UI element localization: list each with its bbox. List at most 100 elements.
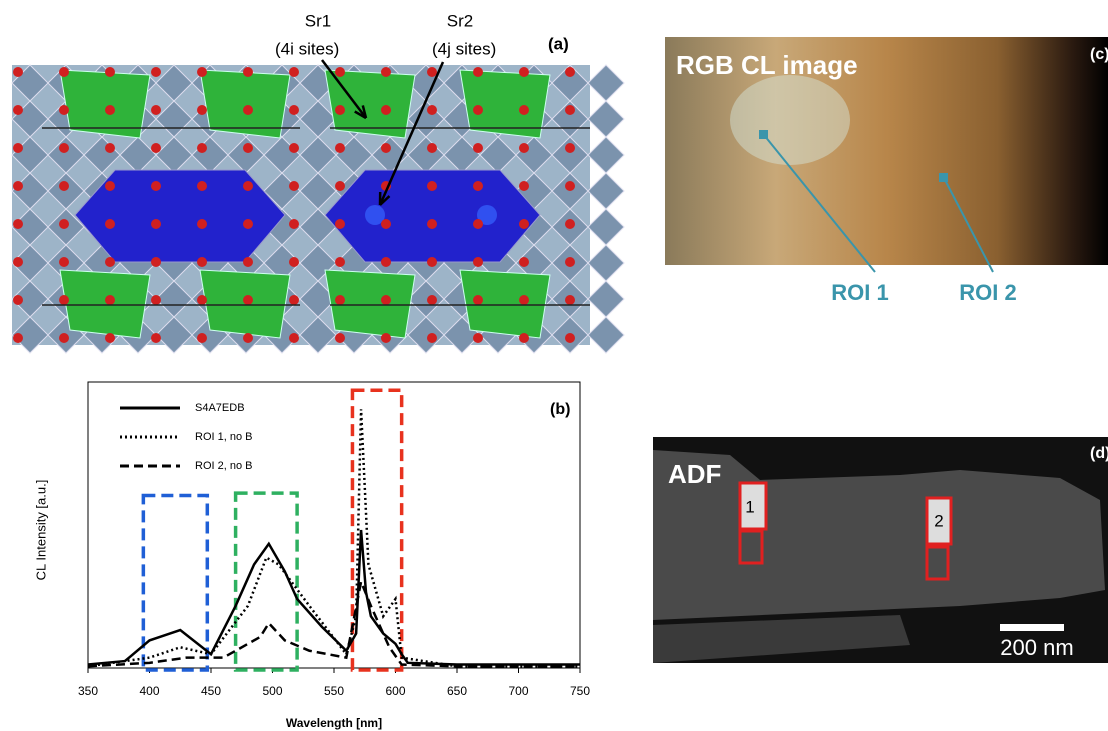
oxygen: [105, 257, 115, 267]
sr2-sites: (4j sites): [432, 39, 496, 58]
tetrahedron: [459, 269, 551, 339]
oxygen: [151, 105, 161, 115]
x-tick-label: 650: [447, 684, 467, 698]
x-tick-label: 400: [139, 684, 159, 698]
oxygen: [565, 295, 575, 305]
tetrahedron: [59, 269, 151, 339]
sr1-sites: (4i sites): [275, 39, 339, 58]
oxygen: [519, 257, 529, 267]
oxygen: [197, 67, 207, 77]
octahedron: [587, 64, 625, 102]
roi-box: [925, 545, 950, 581]
x-tick-label: 350: [78, 684, 98, 698]
oxygen: [59, 67, 69, 77]
oxygen: [59, 181, 69, 191]
oxygen: [335, 181, 345, 191]
series-line: [87, 409, 580, 668]
oxygen: [197, 143, 207, 153]
oxygen: [427, 333, 437, 343]
roi-marker: [759, 130, 768, 139]
oxygen: [473, 219, 483, 229]
oxygen: [105, 219, 115, 229]
oxygen: [289, 257, 299, 267]
octahedron: [587, 244, 625, 282]
oxygen: [427, 143, 437, 153]
oxygen: [289, 181, 299, 191]
oxygen: [427, 219, 437, 229]
octahedron: [587, 280, 625, 318]
cl-image: [665, 37, 1108, 265]
sr-atom: [365, 205, 385, 225]
oxygen: [13, 67, 23, 77]
oxygen: [473, 295, 483, 305]
oxygen: [13, 333, 23, 343]
sr2-name: Sr2: [447, 11, 473, 30]
oxygen: [427, 105, 437, 115]
oxygen: [13, 257, 23, 267]
oxygen: [381, 67, 391, 77]
oxygen: [381, 105, 391, 115]
oxygen: [197, 219, 207, 229]
oxygen: [243, 295, 253, 305]
oxygen: [151, 143, 161, 153]
oxygen: [519, 333, 529, 343]
arrow: [378, 61, 445, 206]
octahedron: [155, 316, 193, 354]
oxygen: [59, 105, 69, 115]
oxygen: [197, 295, 207, 305]
oxygen: [289, 143, 299, 153]
plot-frame: [87, 381, 581, 669]
panel-label: (c): [1090, 46, 1108, 63]
oxygen: [473, 143, 483, 153]
x-tick-label: 700: [508, 684, 528, 698]
oxygen: [105, 333, 115, 343]
y-axis-title: CL Intensity [a.u.]: [33, 480, 48, 581]
oxygen: [59, 257, 69, 267]
oxygen: [519, 105, 529, 115]
roi-box: [738, 529, 764, 565]
roi-pointer: [943, 177, 994, 273]
panel-title: ADF: [668, 459, 721, 489]
oxygen: [565, 105, 575, 115]
roi-marker: [939, 173, 948, 182]
oxygen: [565, 257, 575, 267]
octahedron: [587, 172, 625, 210]
panel-label: (b): [550, 401, 570, 418]
panel-title: RGB CL image: [676, 50, 858, 80]
oxygen: [381, 295, 391, 305]
oxygen: [13, 143, 23, 153]
oxygen: [59, 333, 69, 343]
oxygen: [565, 181, 575, 191]
octahedron: [587, 316, 625, 354]
panel-d: ADF (d) 1 2 200 nm: [653, 437, 1108, 663]
oxygen: [565, 67, 575, 77]
sr-atom: [477, 205, 497, 225]
oxygen: [565, 219, 575, 229]
oxygen: [519, 143, 529, 153]
x-tick-label: 750: [570, 684, 590, 698]
oxygen: [151, 219, 161, 229]
panel-a: Sr1 (4i sites) Sr2 (4j sites) (a): [11, 11, 625, 354]
oxygen: [473, 67, 483, 77]
oxygen: [13, 219, 23, 229]
oxygen: [197, 181, 207, 191]
oxygen: [243, 181, 253, 191]
particle: [653, 615, 910, 663]
oxygen: [59, 143, 69, 153]
roi-number: 2: [934, 511, 943, 530]
oxygen: [427, 67, 437, 77]
scale-label: 200 nm: [1000, 635, 1073, 660]
x-tick-label: 550: [324, 684, 344, 698]
oxygen: [105, 295, 115, 305]
oxygen: [151, 333, 161, 343]
oxygen: [243, 67, 253, 77]
roi-pointer: [763, 134, 876, 273]
oxygen: [335, 333, 345, 343]
roi-box: [738, 481, 768, 531]
oxygen: [59, 295, 69, 305]
crystal-structure: [11, 64, 625, 354]
oxygen: [335, 219, 345, 229]
legend-label: ROI 1, no B: [195, 431, 252, 443]
oxygen: [105, 181, 115, 191]
panel-label: (d): [1090, 445, 1108, 462]
